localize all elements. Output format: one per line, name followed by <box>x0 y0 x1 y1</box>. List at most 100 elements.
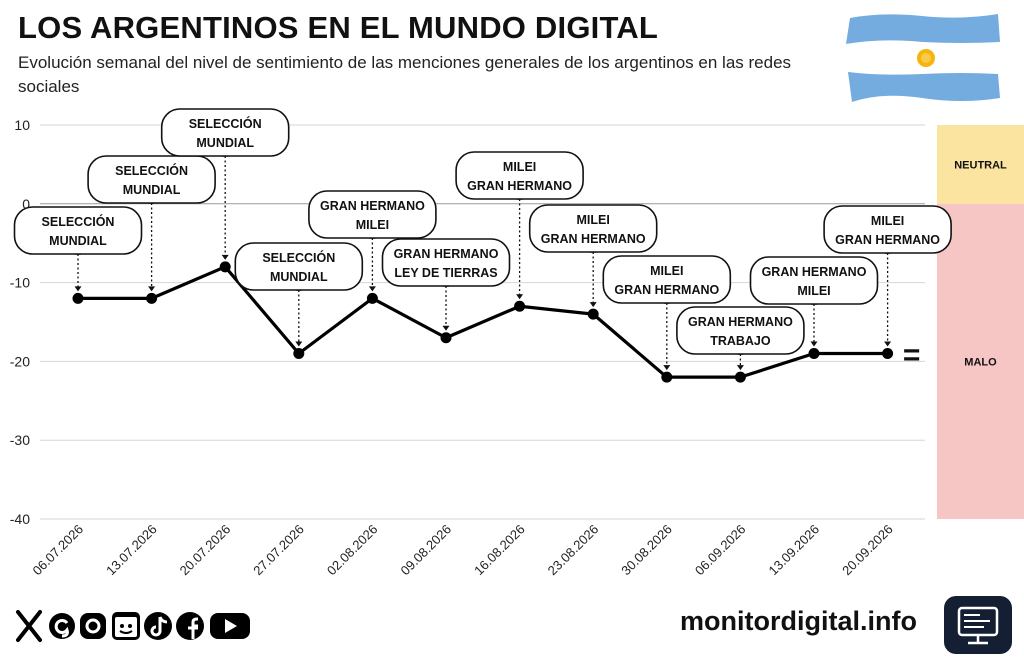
callout-text: GRAN HERMANO <box>762 265 867 279</box>
leader-arrow <box>589 302 597 308</box>
band-label: MALO <box>964 356 997 368</box>
social-icons <box>16 610 250 642</box>
x-tick-label: 13.09.2026 <box>765 522 822 579</box>
callout-text: LEY DE TIERRAS <box>394 266 497 280</box>
leader-arrow <box>442 325 450 331</box>
callout-text: SELECCIÓN <box>189 116 262 131</box>
calendar-face-icon[interactable] <box>112 612 140 640</box>
callout-text: MUNDIAL <box>270 270 328 284</box>
annotation-callout: SELECCIÓN MUNDIAL <box>87 155 216 204</box>
leader-arrow <box>810 341 818 347</box>
annotation-callout: GRAN HERMANO TRABAJO <box>676 306 805 355</box>
x-tick-label: 30.08.2026 <box>618 522 675 579</box>
annotation-callout: MILEI GRAN HERMANO <box>455 151 584 200</box>
leader-arrow <box>884 341 892 347</box>
x-tick-label: 02.08.2026 <box>324 522 381 579</box>
callout-text: MILEI <box>577 213 610 227</box>
annotation-callout: GRAN HERMANO MILEI <box>308 190 437 239</box>
facebook-icon[interactable] <box>176 612 204 640</box>
callout-text: GRAN HERMANO <box>688 315 793 329</box>
y-tick-label: 10 <box>14 117 30 133</box>
callout-text: SELECCIÓN <box>115 163 188 178</box>
data-point <box>808 348 820 360</box>
annotation-callout: GRAN HERMANO MILEI <box>749 256 879 305</box>
annotation-callout: MILEI GRAN HERMANO <box>602 255 732 304</box>
callout-text: SELECCIÓN <box>262 250 335 265</box>
y-tick-label: -30 <box>10 432 30 448</box>
data-point <box>366 292 378 304</box>
callout-box <box>749 256 879 305</box>
series-line <box>78 265 888 379</box>
callout-text: GRAN HERMANO <box>394 247 499 261</box>
callout-box <box>13 206 143 255</box>
x-tick-label: 27.07.2026 <box>250 522 307 579</box>
annotation-callout: SELECCIÓN MUNDIAL <box>160 108 290 157</box>
leader-arrow <box>663 365 671 371</box>
annotation-callout: MILEI GRAN HERMANO <box>528 204 658 253</box>
annotation-callout: SELECCIÓN MUNDIAL <box>234 242 364 291</box>
callout-box <box>455 151 584 200</box>
data-point <box>72 292 84 304</box>
callout-text: GRAN HERMANO <box>320 199 425 213</box>
y-tick-label: -10 <box>10 275 30 291</box>
callout-text: MUNDIAL <box>196 136 254 150</box>
annotation-callout: SELECCIÓN MUNDIAL <box>13 206 143 255</box>
annotation-callout: GRAN HERMANO LEY DE TIERRAS <box>381 238 511 287</box>
page-subtitle: Evolución semanal del nivel de sentimien… <box>18 53 792 96</box>
x-tick-label: 09.08.2026 <box>397 522 454 579</box>
data-point <box>146 292 158 304</box>
callout-box <box>234 242 364 291</box>
callout-text: MILEI <box>356 218 389 232</box>
callout-text: SELECCIÓN <box>42 214 115 229</box>
band-label: NEUTRAL <box>954 159 1007 171</box>
callout-text: TRABAJO <box>710 334 771 348</box>
callout-box <box>602 255 732 304</box>
threads-icon[interactable] <box>49 613 75 639</box>
data-point <box>293 348 305 360</box>
callout-box <box>381 238 511 287</box>
callout-text: GRAN HERMANO <box>467 179 572 193</box>
data-point <box>219 261 231 273</box>
data-point <box>440 332 452 344</box>
data-point <box>734 371 746 383</box>
x-tick-label: 13.07.2026 <box>103 522 160 579</box>
callout-text: MILEI <box>871 214 904 228</box>
argentina-flag-icon <box>846 14 1000 102</box>
leader-arrow <box>74 286 82 292</box>
y-tick-label: -20 <box>10 353 30 369</box>
callout-text: MUNDIAL <box>123 183 181 197</box>
leader-arrow <box>516 294 524 300</box>
y-tick-label: -40 <box>10 511 30 527</box>
tiktok-icon[interactable] <box>144 612 172 640</box>
x-icon[interactable] <box>16 610 42 642</box>
callout-box <box>87 155 216 204</box>
callout-text: MILEI <box>503 160 536 174</box>
page-title: LOS ARGENTINOS EN EL MUNDO DIGITAL <box>18 10 659 45</box>
data-point <box>882 348 894 360</box>
footer-url[interactable]: monitordigital.info <box>680 606 917 636</box>
monitor-icon <box>944 596 1012 654</box>
youtube-icon[interactable] <box>210 613 250 639</box>
leader-arrow <box>736 365 744 371</box>
callout-box <box>308 190 437 239</box>
data-point <box>587 308 599 320</box>
callout-text: MILEI <box>797 284 830 298</box>
x-tick-label: 23.08.2026 <box>545 522 602 579</box>
x-tick-label: 06.07.2026 <box>29 522 86 579</box>
annotation-callout: MILEI GRAN HERMANO <box>823 205 952 254</box>
leader-arrow <box>148 286 156 292</box>
band-malo <box>937 203 1024 520</box>
leader-arrow <box>295 341 303 347</box>
x-tick-label: 06.09.2026 <box>692 522 749 579</box>
y-tick-label: 0 <box>22 196 30 212</box>
x-tick-label: 20.09.2026 <box>839 522 896 579</box>
data-point <box>661 371 673 383</box>
callout-text: MUNDIAL <box>49 234 107 248</box>
callout-box <box>676 306 805 355</box>
callout-text: MILEI <box>650 264 683 278</box>
leader-arrow <box>368 286 376 292</box>
callout-box <box>160 108 290 157</box>
x-tick-label: 20.07.2026 <box>177 522 234 579</box>
instagram-icon[interactable] <box>80 613 106 639</box>
